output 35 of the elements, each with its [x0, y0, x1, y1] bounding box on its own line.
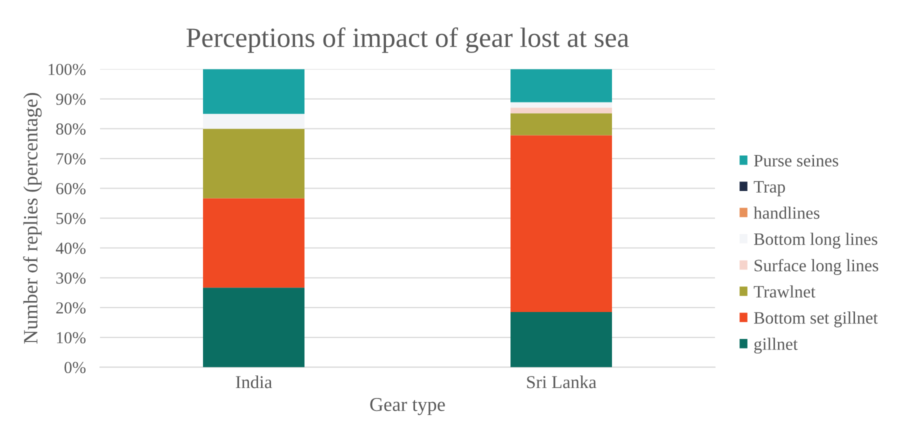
- bar: [510, 69, 612, 102]
- bar: [510, 113, 612, 136]
- legend-label: Purse seines: [754, 154, 838, 167]
- y-tick-label: 20%: [56, 302, 86, 314]
- y-tick-label: 60%: [56, 183, 86, 194]
- bar: [203, 69, 304, 114]
- y-tick-label: 30%: [56, 272, 86, 284]
- y-tick-label: 90%: [56, 94, 86, 105]
- y-tick-label: 40%: [56, 242, 86, 254]
- legend-label: Surface long lines: [754, 259, 878, 275]
- bar: [510, 135, 612, 312]
- bar: [203, 128, 304, 198]
- y-tick-label: 100%: [48, 64, 86, 76]
- legend-label: Trap: [754, 181, 785, 196]
- legend-label: handlines: [754, 206, 820, 219]
- y-tick-label: 50%: [56, 212, 86, 224]
- legend-label: Bottom long lines: [754, 232, 878, 249]
- bar: [203, 114, 304, 129]
- y-tick-label: 0%: [64, 362, 86, 374]
- legend-label: gillnet: [754, 338, 798, 354]
- bar: [203, 288, 304, 368]
- y-tick-label: 80%: [56, 123, 86, 135]
- bar: [203, 198, 304, 288]
- bar: [510, 102, 612, 108]
- x-tick-label: Sri Lanka: [527, 376, 596, 388]
- bar: [510, 312, 612, 368]
- bar: [510, 108, 612, 114]
- legend-label: Bottom set gillnet: [754, 312, 878, 328]
- y-axis-title: Number of replies (percentage): [23, 92, 42, 344]
- chart-title: Perceptions of impact of gear lost at sea: [186, 27, 629, 53]
- y-tick-label: 70%: [56, 153, 86, 165]
- y-tick-label: 10%: [57, 332, 86, 344]
- x-axis-title: Gear type: [370, 398, 445, 416]
- x-tick-label: India: [236, 376, 272, 388]
- legend-label: Trawlnet: [754, 285, 816, 298]
